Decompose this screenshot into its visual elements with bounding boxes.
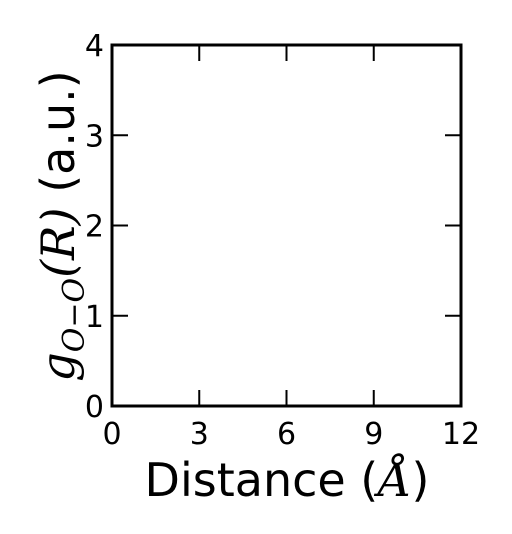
x-axis-label-prefix: Distance (	[145, 453, 379, 507]
y-tick-label: 2	[85, 210, 104, 245]
y-axis-label: gO−O(R) (a.u.)	[31, 70, 92, 381]
x-tick-label: 3	[190, 417, 209, 452]
x-tick-label: 6	[277, 417, 296, 452]
y-tick-label: 1	[85, 300, 104, 335]
x-axis-label: Distance (Å)	[145, 452, 430, 507]
x-axis-label-suffix: )	[412, 453, 430, 507]
ticks	[111, 44, 462, 407]
y-axis-label-subscript: O−O	[57, 278, 92, 352]
y-tick-label: 3	[85, 119, 104, 154]
y-tick-label: 0	[85, 390, 104, 425]
y-axis-label-argument: (R)	[31, 207, 85, 278]
x-tick-label: 0	[102, 417, 121, 452]
y-tick-label: 4	[85, 29, 104, 64]
x-tick-label: 9	[364, 417, 383, 452]
y-axis-label-g: g	[31, 352, 85, 381]
y-axis-label-units: (a.u.)	[31, 70, 85, 207]
x-tick-label: 12	[442, 417, 480, 452]
plot-frame	[110, 43, 463, 408]
x-axis-label-unit: Å	[373, 452, 411, 507]
